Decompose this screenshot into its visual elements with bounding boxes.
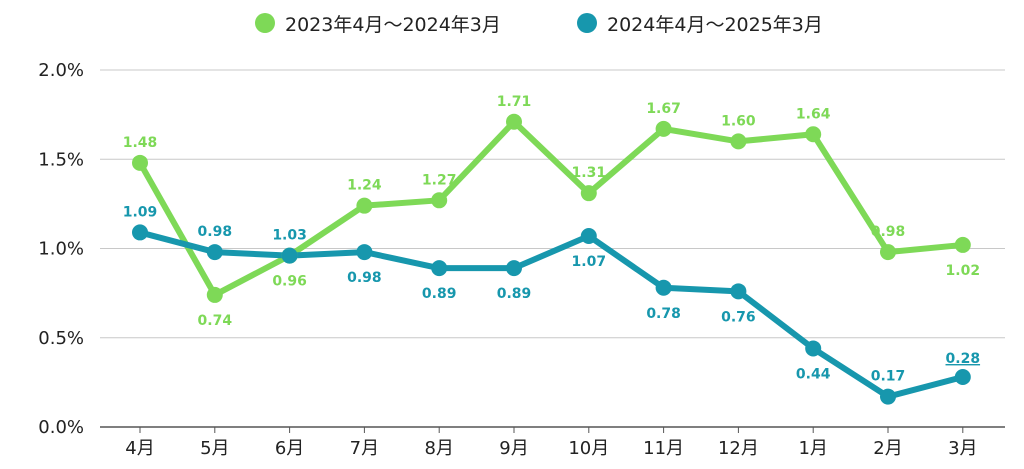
data-label-a: 1.67 <box>646 101 681 117</box>
x-tick-label: 5月 <box>200 438 229 459</box>
data-label-a: 1.24 <box>347 178 382 194</box>
data-point-b <box>880 388 896 405</box>
legend-item-series-b: 2024年4月～2025年3月 <box>577 8 823 38</box>
data-label-a: 1.27 <box>422 172 457 188</box>
data-point-b <box>730 283 747 300</box>
data-point-b <box>431 260 448 277</box>
x-tick-label: 1月 <box>798 438 827 459</box>
x-tick-label: 3月 <box>948 438 977 459</box>
chart-legend: 2023年4月～2024年3月 2024年4月～2025年3月 <box>0 8 1024 38</box>
data-point-a <box>580 185 597 202</box>
data-point-b <box>506 260 522 277</box>
x-tick-label: 10月 <box>568 438 609 459</box>
data-point-b <box>281 247 298 264</box>
data-point-a <box>506 113 522 130</box>
x-tick-label: 11月 <box>643 438 684 459</box>
y-tick-label: 1.0% <box>38 239 84 260</box>
data-label-b: 0.28 <box>946 351 981 367</box>
data-point-a <box>356 197 373 214</box>
data-label-a: 1.71 <box>497 94 532 110</box>
x-tick-label: 7月 <box>350 438 379 459</box>
data-label-a: 1.60 <box>721 113 756 129</box>
data-point-b <box>132 224 148 241</box>
data-point-a <box>655 120 672 137</box>
legend-label-series-a: 2023年4月～2024年3月 <box>285 13 501 36</box>
series-line-a <box>137 118 966 298</box>
data-label-b: 1.09 <box>123 204 158 220</box>
data-label-b: 1.03 <box>272 228 307 244</box>
data-label-a: 1.64 <box>796 106 831 122</box>
data-label-a: 0.74 <box>198 313 233 329</box>
data-label-b: 0.78 <box>646 306 681 322</box>
data-label-a: 0.98 <box>871 224 906 240</box>
data-point-b <box>805 340 822 357</box>
series-line-b <box>137 229 966 400</box>
legend-label-series-b: 2024年4月～2025年3月 <box>607 13 823 36</box>
series-layer <box>132 113 971 405</box>
data-label-a: 0.96 <box>272 274 307 290</box>
data-label-a: 1.48 <box>123 135 158 151</box>
data-label-b: 0.89 <box>497 286 532 302</box>
y-tick-label: 0.5% <box>38 328 84 349</box>
data-label-b: 0.98 <box>347 270 382 286</box>
y-axis-ticks: 0.0% 0.5% 1.0% 1.5% 2.0% <box>38 60 84 438</box>
data-point-a <box>132 154 148 171</box>
data-label-b: 0.44 <box>796 366 831 382</box>
data-label-a: 1.02 <box>946 263 981 279</box>
y-tick-label: 0.0% <box>38 417 84 438</box>
x-tick-label: 2月 <box>873 438 902 459</box>
x-axis-ticks: 4月 5月 6月 7月 8月 9月 10月 11月 12月 1月 2月 3月 <box>125 427 978 459</box>
data-label-a: 1.31 <box>572 165 607 181</box>
data-point-b <box>580 228 597 245</box>
data-point-b <box>655 279 672 296</box>
y-tick-label: 2.0% <box>38 60 84 81</box>
y-tick-label: 1.5% <box>38 149 84 170</box>
data-point-a <box>954 236 971 253</box>
legend-marker-series-a <box>255 13 275 33</box>
legend-marker-series-b <box>577 13 597 33</box>
data-point-a <box>880 244 896 261</box>
data-label-b: 0.17 <box>871 369 906 385</box>
data-labels: 1.48 0.74 0.96 1.24 1.27 1.71 1.31 1.67 1.60 1.64… <box>123 94 980 385</box>
data-label-b: 1.07 <box>572 254 607 270</box>
x-tick-label: 6月 <box>275 438 304 459</box>
data-point-a <box>730 133 747 150</box>
data-label-b: 0.89 <box>422 286 457 302</box>
data-point-a <box>206 286 223 303</box>
x-tick-label: 12月 <box>718 438 759 459</box>
data-label-b: 0.98 <box>198 224 233 240</box>
data-label-b: 0.76 <box>721 309 756 325</box>
data-point-a <box>431 192 448 209</box>
data-point-b <box>954 369 971 386</box>
x-tick-label: 9月 <box>499 438 528 459</box>
x-tick-label: 8月 <box>424 438 453 459</box>
data-point-b <box>206 244 223 261</box>
legend-item-series-a: 2023年4月～2024年3月 <box>255 8 501 38</box>
x-tick-label: 4月 <box>125 438 154 459</box>
data-point-a <box>805 126 822 143</box>
data-point-b <box>356 244 373 261</box>
